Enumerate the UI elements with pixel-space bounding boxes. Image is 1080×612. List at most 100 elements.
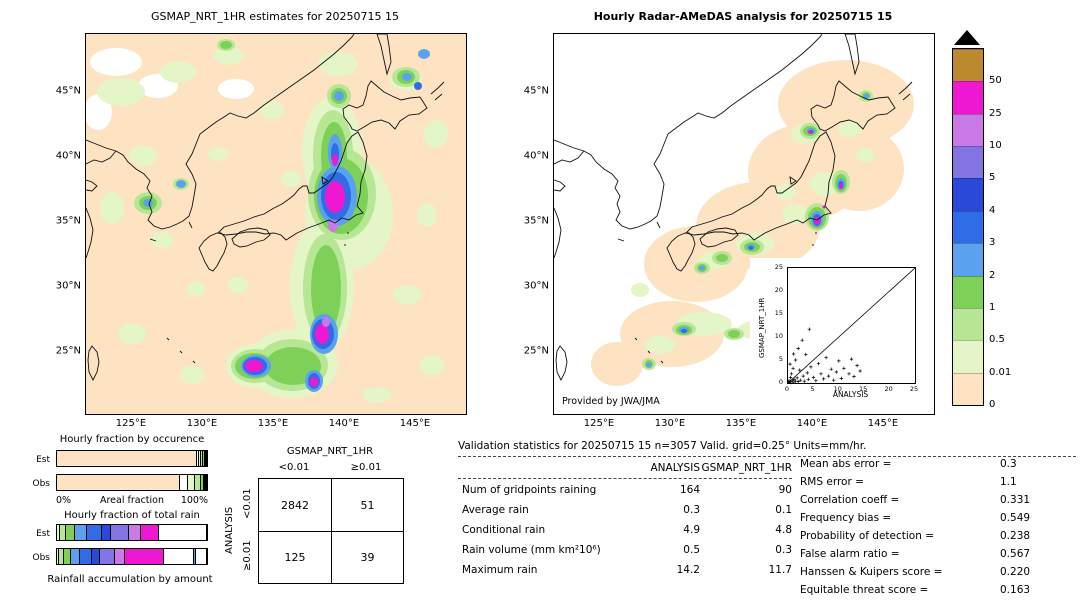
stats-metric-row: Mean abs error = 0.3: [800, 458, 1076, 476]
contingency-row-group-title: ANALYSIS: [224, 506, 235, 554]
stats-row: Rain volume (mm km²10⁶) 0.5 0.3: [458, 544, 792, 564]
bar-segment: [187, 475, 196, 490]
stats-row-label: Num of gridpoints raining: [462, 484, 597, 496]
stats-analysis-value: 164: [679, 484, 700, 496]
precip-blob: [363, 387, 391, 403]
inset-scatter: GSMAP_NRT_1HR 0 5 10 15 20 25 0 5 10 15 20 25 ANAL…: [750, 258, 918, 399]
stats-gsmap-value: 0.1: [775, 504, 792, 516]
bar-segment: [199, 451, 202, 466]
bar-segment: [57, 475, 180, 490]
bar-segment: [129, 525, 141, 540]
stats-metric-value: 0.3: [1000, 458, 1017, 470]
precip-blob: [97, 78, 145, 106]
identity-line: [788, 268, 915, 383]
total-rain-est-label: Est: [36, 529, 50, 539]
precip-blob: [814, 127, 904, 211]
precip-blob: [90, 48, 142, 76]
bar-segment: [59, 549, 64, 564]
precip-blob: [808, 130, 812, 134]
colorbar-segment: [953, 146, 983, 179]
inset-y-tick-label: 20: [774, 286, 783, 294]
contingency-col-header-1: <0.01: [278, 462, 310, 473]
colorbar-tick-label: 0.01: [989, 366, 1012, 378]
precip-blob: [839, 183, 843, 189]
precip-blob: [332, 154, 338, 166]
colorbar-segment: [953, 243, 983, 276]
precip-blob: [129, 146, 157, 166]
bar-segment: [196, 549, 207, 564]
precip-blob: [748, 246, 754, 250]
coastline: [844, 34, 860, 76]
precip-blob: [856, 148, 874, 162]
stats-gsmap-value: 11.7: [768, 564, 792, 576]
bar-segment: [203, 451, 205, 466]
bar-segment: [203, 475, 206, 490]
colorbar-overflow-triangle: [954, 30, 980, 45]
coastline: [617, 176, 817, 364]
stats-row-label: Maximum rain: [462, 564, 538, 576]
colorbar-segment: [953, 372, 983, 405]
stats-metrics: Mean abs error = 0.3 RMS error = 1.1 Correla…: [800, 458, 1076, 602]
stats-divider-header: [458, 478, 792, 479]
total-rain-title: Hourly fraction of total rain: [64, 510, 200, 521]
lat-tick-label: 40°N: [523, 150, 549, 162]
colorbar-tick-label: 5: [989, 172, 996, 184]
precip-blob: [187, 282, 205, 296]
lat-tick-label: 25°N: [55, 345, 81, 357]
contingency-row-header-2: ≥0.01: [242, 540, 253, 572]
stats-col-header-gsmap: GSMAP_NRT_1HR: [701, 462, 792, 474]
bar-segment: [204, 451, 206, 466]
stats-metric-row: Probability of detection = 0.238: [800, 530, 1076, 548]
stats-title: Validation statistics for 20250715 15 n=…: [458, 440, 867, 452]
stats-metric-value: 0.238: [1000, 530, 1031, 542]
bar-segment: [194, 549, 197, 564]
precip-blob: [160, 61, 196, 83]
precip-blob: [776, 184, 796, 200]
inset-markers: [788, 327, 862, 383]
inset-x-axis-label: ANALYSIS: [832, 390, 869, 399]
coastline: [376, 34, 392, 76]
inset-y-tick-label: 0: [778, 378, 783, 386]
precip-blob: [322, 317, 330, 327]
stats-analysis-value: 14.2: [676, 564, 700, 576]
precip-blob: [118, 324, 146, 344]
inset-y-tick-label: 5: [778, 355, 783, 363]
bar-segment: [159, 525, 207, 540]
stats-divider-top: [458, 456, 1076, 457]
coastline: [198, 232, 228, 272]
bar-segment: [114, 549, 126, 564]
stats-metric-label: Equitable threat score =: [800, 584, 929, 596]
precip-blob: [414, 82, 422, 90]
precip-blob: [245, 360, 263, 372]
colorbar-tick-label: 50: [989, 75, 1002, 87]
precip-blob: [143, 199, 153, 207]
stats-analysis-value: 0.5: [683, 544, 700, 556]
lat-tick-label: 45°N: [55, 85, 81, 97]
precip-blob: [176, 180, 186, 188]
precip-blob: [645, 336, 675, 354]
colorbar-gradient: 50 25 10 5 4 3 2 1 0.5 0.01 0: [952, 48, 1011, 410]
coastline: [87, 345, 100, 382]
precip-blob: [646, 362, 652, 368]
contingency-cell-no-yes: 51: [331, 479, 403, 531]
occurrence-x-min: 0%: [56, 495, 72, 506]
stats-col-header-analysis: ANALYSIS: [650, 462, 700, 474]
occurrence-obs-label: Obs: [32, 479, 51, 489]
coastline: [86, 150, 117, 165]
bar-segment: [206, 451, 207, 466]
colorbar-segment: [953, 178, 983, 211]
lat-tick-label: 35°N: [523, 215, 549, 227]
stats-row: Average rain 0.3 0.1: [458, 504, 792, 524]
occurrence-est-label: Est: [36, 455, 50, 465]
coastline: [699, 227, 739, 248]
colorbar-segment: [953, 113, 983, 147]
total-rain-est-bar: [56, 524, 208, 541]
coastline: [342, 80, 428, 132]
bar-segment: [195, 475, 202, 490]
stats-metric-value: 0.331: [1000, 494, 1031, 506]
colorbar-segment: [953, 49, 983, 82]
precip-blob: [220, 41, 232, 49]
stats-row: Conditional rain 4.9 4.8: [458, 524, 792, 544]
precip-blob: [418, 49, 430, 59]
colorbar-segment: [953, 340, 983, 373]
